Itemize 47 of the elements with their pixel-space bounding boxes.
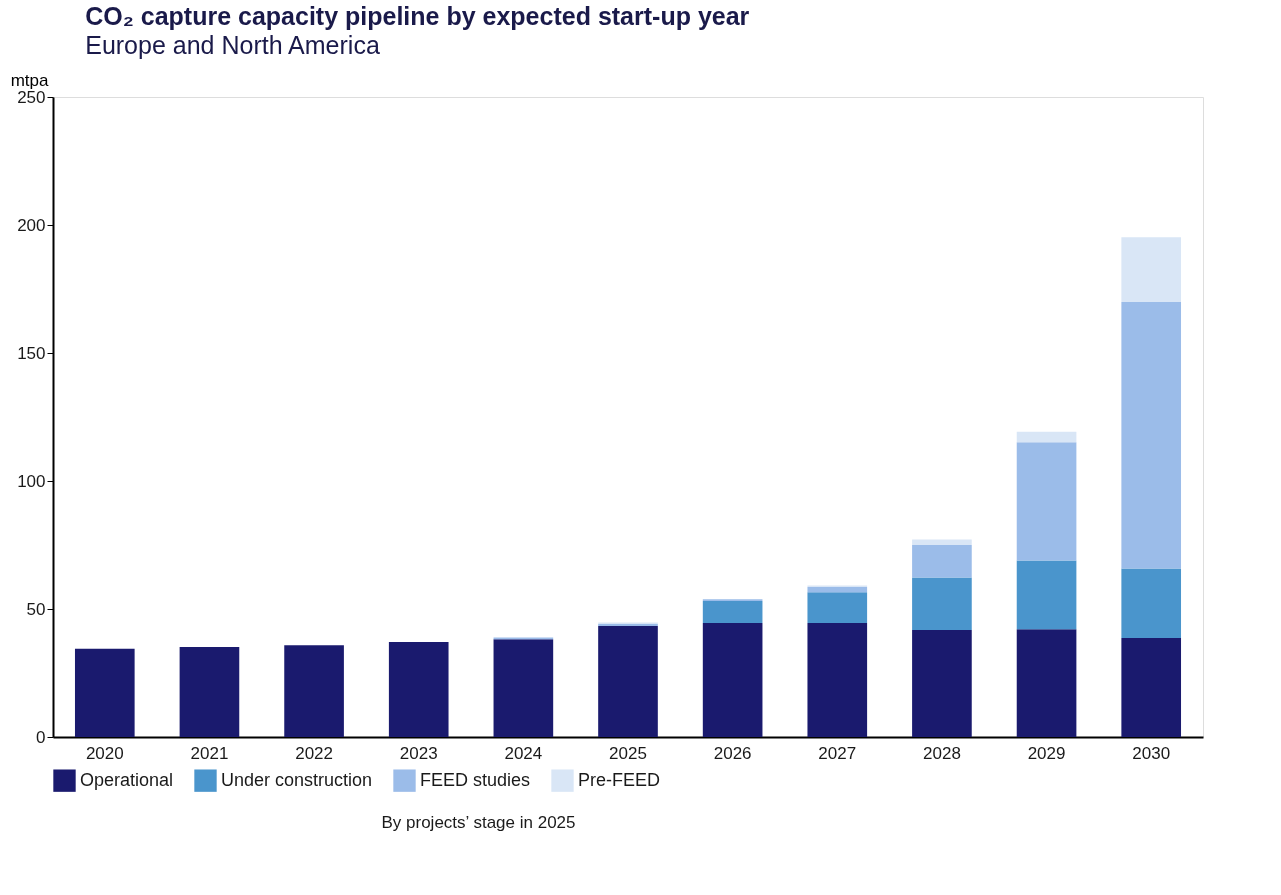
text: By projects’ stage in 2025: [381, 813, 576, 832]
legend-label: Under construction: [221, 769, 373, 790]
bar: [807, 623, 868, 737]
x-tick-label: 2026: [713, 743, 752, 763]
bar: [702, 623, 763, 737]
x-tick-label: 2022: [295, 743, 333, 763]
legend-label: Pre-FEED: [578, 769, 661, 790]
bar: [807, 586, 868, 593]
bar: [598, 625, 658, 737]
bar: [912, 577, 972, 630]
bar: [179, 646, 240, 737]
y-tick-label: 150: [17, 343, 46, 363]
x-tick-label: 2025: [609, 743, 647, 763]
legend-label: Operational: [80, 769, 174, 790]
bar: [1016, 442, 1077, 561]
bar: [1016, 560, 1077, 630]
y-tick-label: 100: [17, 471, 46, 491]
bar: [912, 629, 972, 737]
chart-title: CO₂ capture capacity pipeline by expected start-up year: [85, 2, 750, 30]
y-tick-label: 0: [36, 727, 46, 747]
y-tick-label: 50: [26, 599, 46, 619]
x-tick-label: 2027: [818, 743, 857, 763]
bar: [388, 642, 449, 737]
bar: [74, 648, 135, 737]
x-tick-label: 2021: [190, 743, 229, 763]
bar: [493, 639, 554, 737]
bar: [807, 592, 868, 624]
y-axis-title: mtpa: [10, 70, 50, 90]
chart-subtitle: Europe and North America: [85, 31, 380, 59]
x-tick-label: 2023: [399, 743, 438, 763]
bar: [1121, 568, 1182, 638]
bar: [1016, 629, 1077, 737]
x-tick-label: 2028: [923, 743, 961, 763]
bar: [284, 645, 344, 737]
bar: [702, 601, 763, 624]
bar: [1121, 302, 1182, 569]
bar: [1121, 237, 1182, 303]
legend-label: FEED studies: [420, 769, 531, 790]
y-tick-label: 200: [17, 215, 46, 235]
x-tick-label: 2024: [504, 743, 543, 763]
bar: [1121, 637, 1182, 737]
bar: [912, 539, 972, 545]
x-tick-label: 2020: [85, 743, 124, 763]
x-tick-label: 2030: [1132, 743, 1171, 763]
x-tick-label: 2029: [1027, 743, 1066, 763]
bar: [912, 545, 972, 578]
bar: [1016, 431, 1077, 443]
